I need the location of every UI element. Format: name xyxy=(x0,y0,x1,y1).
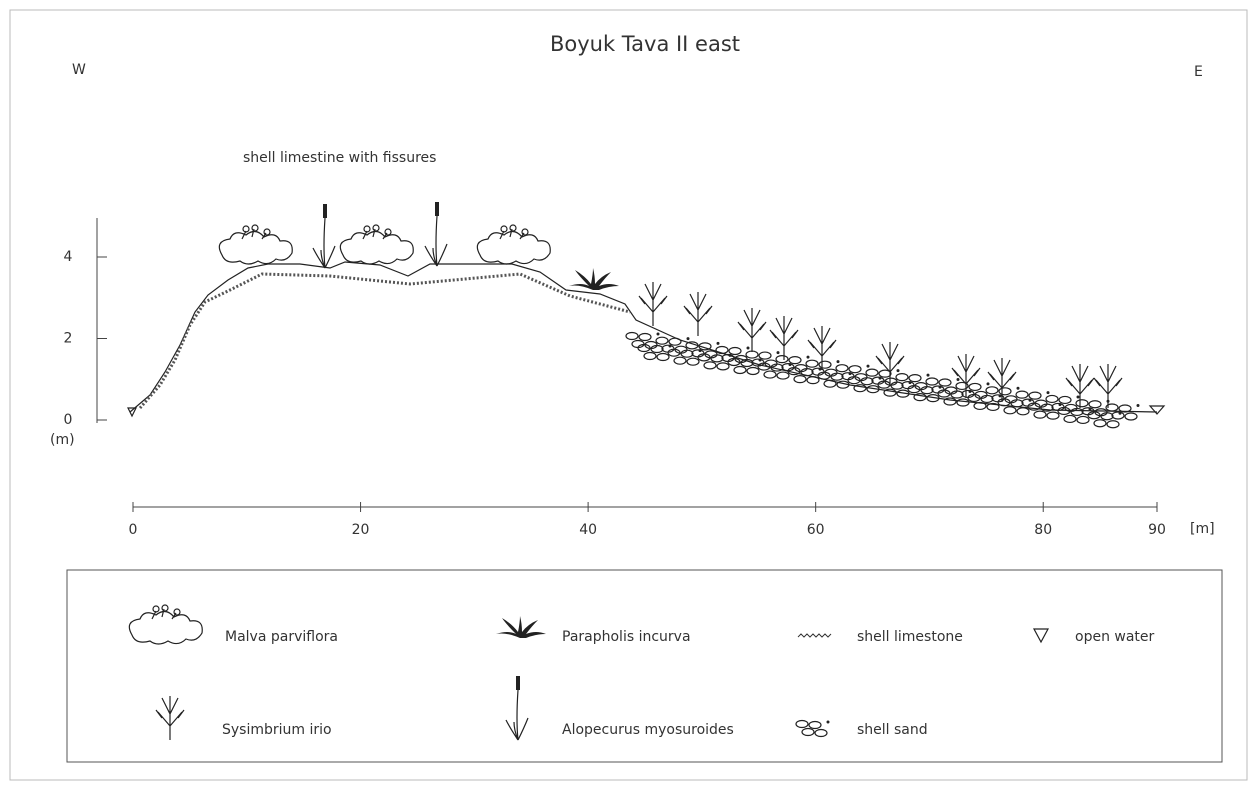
frame xyxy=(10,10,1247,780)
x-tick-label: 0 xyxy=(129,522,138,538)
legend-label: shell limestone xyxy=(857,629,963,645)
shell-sand xyxy=(848,377,882,393)
legend-label: Malva parviflora xyxy=(225,629,338,645)
diagram: Boyuk Tava II east W E shell limestine w… xyxy=(0,0,1257,785)
legend-label: shell sand xyxy=(857,722,928,738)
x-unit: [m] xyxy=(1190,521,1215,537)
y-unit: (m) xyxy=(50,432,75,448)
legend-label: open water xyxy=(1075,629,1155,645)
shell-sand xyxy=(998,399,1032,415)
legend-icons xyxy=(129,605,1048,740)
y-tick-label: 0 xyxy=(64,412,73,428)
legend-label: Sysimbrium irio xyxy=(222,722,332,738)
shell-sand xyxy=(1028,403,1062,419)
legend-label: Parapholis incurva xyxy=(562,629,691,645)
y-tick-label: 4 xyxy=(64,249,73,265)
x-tick-label: 20 xyxy=(352,522,370,538)
shell-sand xyxy=(1088,412,1122,428)
x-tick-label: 90 xyxy=(1148,522,1166,538)
x-tick-label: 80 xyxy=(1034,522,1052,538)
plants xyxy=(219,202,1122,408)
annotation: shell limestine with fissures xyxy=(243,150,436,166)
x-tick-label: 40 xyxy=(579,522,597,538)
title: Boyuk Tava II east xyxy=(550,32,740,56)
east-label: E xyxy=(1194,64,1203,80)
shell-sand xyxy=(908,386,942,402)
west-label: W xyxy=(72,62,86,78)
shell-sand xyxy=(878,381,912,397)
legend-label: Alopecurus myosuroides xyxy=(562,722,734,738)
x-tick-label: 60 xyxy=(807,522,825,538)
y-tick-label: 2 xyxy=(64,331,73,347)
